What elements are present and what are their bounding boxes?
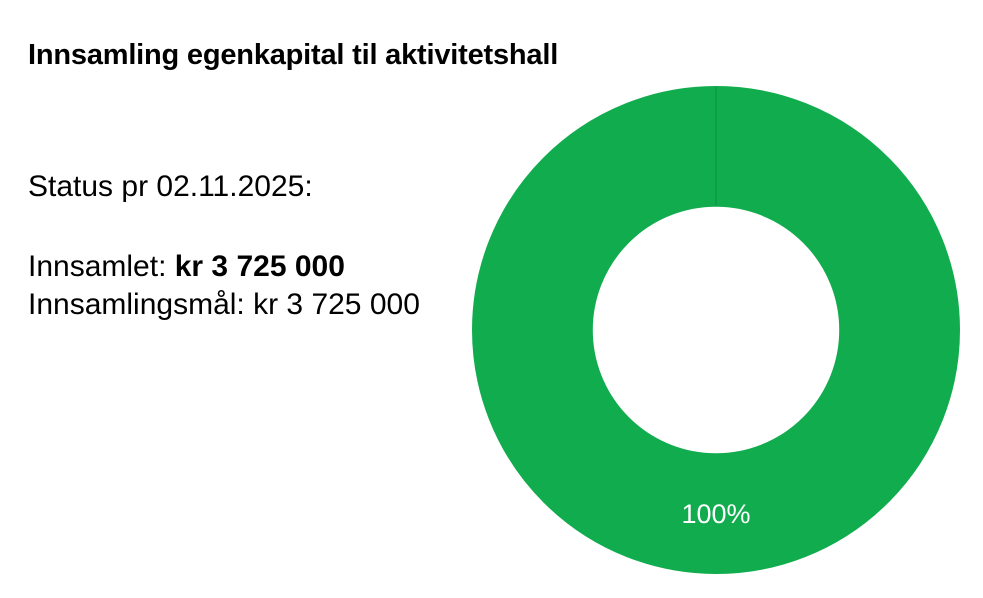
goal-line: Innsamlingsmål: kr 3 725 000	[28, 287, 420, 323]
collected-value: kr 3 725 000	[174, 250, 345, 283]
donut-chart: 100%	[471, 85, 961, 575]
goal-value: kr 3 725 000	[253, 288, 420, 321]
page-title: Innsamling egenkapital til aktivitetshal…	[28, 39, 559, 71]
data-label: 100%	[681, 499, 750, 529]
collected-line: Innsamlet: kr 3 725 000	[28, 249, 345, 285]
status-date-line: Status pr 02.11.2025:	[28, 170, 313, 203]
goal-label: Innsamlingsmål:	[28, 288, 254, 321]
collected-label: Innsamlet:	[28, 250, 175, 283]
